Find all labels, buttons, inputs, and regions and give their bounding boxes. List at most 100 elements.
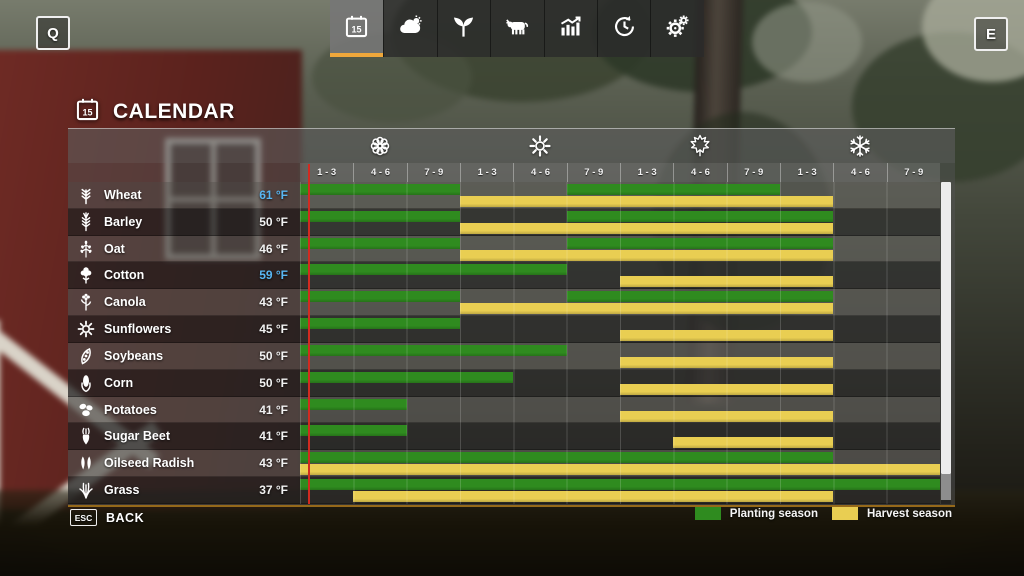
crop-name: Grass — [104, 483, 140, 498]
flower-icon — [367, 133, 393, 159]
canola-icon — [76, 292, 96, 312]
tab-weather[interactable] — [383, 0, 437, 57]
crop-row-sunflowers: Sunflowers 45 °F — [68, 316, 940, 343]
period-label: 4 - 6 — [833, 163, 886, 182]
sunflower-icon — [76, 319, 96, 339]
season-bars — [300, 182, 940, 209]
period-label: 4 - 6 — [353, 163, 406, 182]
planting-season-bar — [300, 264, 567, 276]
planting-season-bar — [300, 425, 407, 437]
harvest-season-bar — [459, 303, 834, 315]
legend-swatch — [831, 507, 858, 520]
germination-temperature: 46 °F — [259, 241, 288, 256]
crop-row-potatoes: Potatoes 41 °F — [68, 396, 940, 424]
planting-season-bar — [566, 184, 780, 195]
page-header: 15 CALENDAR — [74, 96, 235, 128]
harvest-season-bar — [619, 383, 834, 395]
harvest-season-bar — [459, 222, 834, 234]
season-bars — [300, 316, 940, 343]
key-hint-e[interactable]: E — [974, 17, 1008, 51]
planting-season-bar — [300, 344, 567, 356]
svg-text:15: 15 — [352, 24, 362, 34]
crop-row-wheat: Wheat 61 °F — [68, 182, 940, 209]
planting-season-bar — [300, 291, 460, 303]
tab-settings[interactable] — [650, 0, 704, 57]
season-bars — [300, 370, 940, 397]
crop-name: Corn — [104, 375, 134, 390]
soybean-icon — [76, 346, 96, 366]
oilseed-radish-icon — [76, 453, 96, 473]
harvest-season-bar — [619, 356, 834, 368]
period-label: 7 - 9 — [406, 163, 460, 182]
potato-icon — [76, 400, 96, 420]
menu-tab-bar: 15 — [330, 0, 704, 57]
current-day-marker — [307, 164, 310, 504]
period-label: 1 - 3 — [619, 163, 673, 182]
esc-key-badge: ESC — [70, 509, 97, 526]
harvest-season-bar — [459, 196, 834, 207]
germination-temperature: 61 °F — [259, 188, 288, 202]
crop-name: Sunflowers — [104, 322, 172, 337]
legend-swatch — [694, 507, 721, 520]
season-bars — [300, 423, 940, 450]
weather-icon — [397, 13, 424, 45]
crop-name: Wheat — [104, 188, 142, 202]
snowflake-icon — [847, 133, 873, 159]
germination-temperature: 43 °F — [259, 295, 288, 310]
crop-row-barley: Barley 50 °F — [68, 208, 940, 236]
season-bars — [300, 343, 940, 370]
key-hint-q[interactable]: Q — [36, 16, 70, 50]
harvest-season-bar — [673, 437, 834, 449]
crop-name: Potatoes — [104, 402, 157, 417]
statistics-icon — [557, 13, 584, 45]
germination-temperature: 41 °F — [259, 429, 288, 444]
planting-season-bar — [300, 479, 940, 491]
crop-name: Oat — [104, 241, 125, 256]
legend-item: Harvest season — [831, 507, 952, 520]
period-label: 4 - 6 — [513, 163, 566, 182]
corn-icon — [76, 373, 96, 393]
scrollbar-track[interactable] — [941, 182, 951, 504]
period-label: 7 - 9 — [566, 163, 620, 182]
cow-icon — [504, 13, 531, 45]
harvest-season-bar — [619, 276, 834, 288]
scrollbar-lower-segment — [941, 474, 951, 500]
tab-statistics[interactable] — [543, 0, 597, 57]
tab-animals[interactable] — [490, 0, 544, 57]
germination-temperature: 50 °F — [259, 375, 288, 390]
back-button[interactable]: ESC BACK — [70, 509, 144, 526]
crop-name: Sugar Beet — [104, 429, 170, 444]
scrollbar-thumb[interactable] — [941, 182, 951, 474]
planting-season-bar — [300, 237, 460, 249]
sun-icon — [527, 133, 553, 159]
planting-season-bar — [300, 318, 460, 330]
period-label: 7 - 9 — [726, 163, 780, 182]
crop-row-canola: Canola 43 °F — [68, 289, 940, 317]
planting-season-bar — [300, 210, 460, 222]
sprout-icon — [450, 13, 477, 45]
season-bars — [300, 477, 940, 504]
planting-season-bar — [300, 398, 407, 410]
calendar-grid: Wheat 61 °F Barley 50 °F Oat 46 °F Cotton 59 °F… — [68, 182, 955, 504]
crop-name: Barley — [104, 214, 143, 229]
germination-temperature: 50 °F — [259, 214, 288, 229]
back-button-label: BACK — [106, 510, 145, 525]
germination-temperature: 50 °F — [259, 348, 288, 363]
germination-temperature: 43 °F — [259, 456, 288, 471]
harvest-season-bar — [619, 410, 834, 422]
crop-name: Cotton — [104, 268, 145, 283]
crop-row-corn: Corn 50 °F — [68, 369, 940, 397]
planting-season-bar — [300, 184, 460, 195]
legend-label: Harvest season — [866, 507, 952, 520]
tab-calendar[interactable]: 15 — [330, 0, 384, 57]
gears-icon — [664, 13, 691, 45]
maple-leaf-icon — [687, 133, 713, 159]
planting-season-bar — [566, 291, 834, 303]
germination-temperature: 59 °F — [259, 268, 288, 283]
grass-icon — [76, 480, 96, 500]
crop-row-grass: Grass 37 °F — [68, 477, 940, 504]
tab-crop-rotation[interactable] — [596, 0, 651, 57]
tab-crops[interactable] — [436, 0, 491, 57]
